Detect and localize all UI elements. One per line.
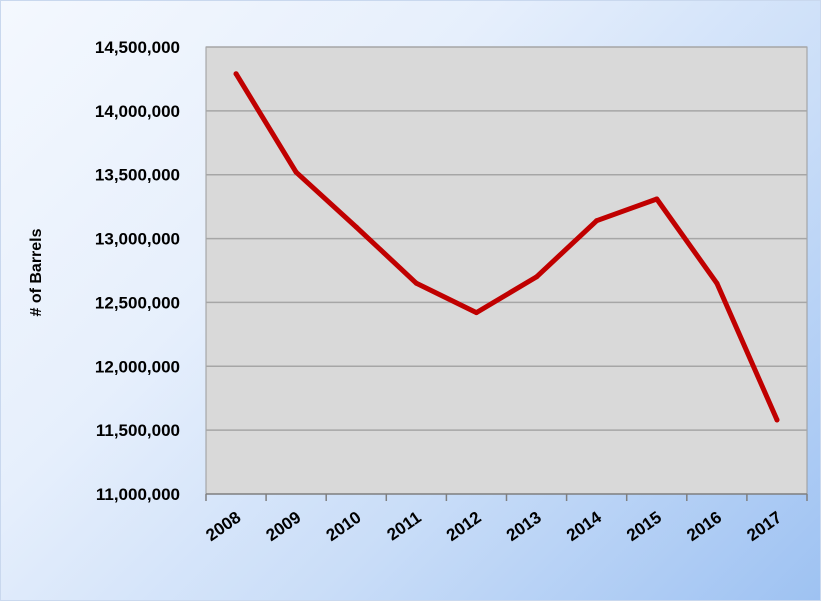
x-tick-label: 2014 (563, 507, 605, 545)
data-point (654, 196, 660, 202)
series-line (233, 71, 780, 423)
y-tick-label: 13,000,000 (95, 230, 180, 249)
y-tick-label: 14,000,000 (95, 102, 180, 121)
data-point (353, 224, 359, 230)
y-axis-tick-labels: 11,000,000 11,500,000 12,000,000 12,500,000… (95, 38, 180, 504)
data-point (473, 310, 479, 316)
plot-area (205, 46, 808, 495)
gridlines (206, 46, 807, 431)
x-tick-label: 2009 (263, 508, 305, 545)
x-tick-label: 2008 (202, 508, 244, 545)
y-tick-label: 13,500,000 (95, 166, 180, 185)
y-tick-label: 12,500,000 (95, 293, 180, 312)
x-tick-label: 2011 (384, 508, 425, 545)
x-tick-label: 2015 (623, 508, 665, 545)
x-tick-label: 2013 (503, 508, 545, 545)
data-point (413, 280, 419, 286)
y-tick-label: 11,500,000 (96, 421, 180, 440)
y-axis-title: # of Barrels (28, 228, 45, 316)
data-point (714, 280, 720, 286)
x-axis-tick-labels: 2008 2009 2010 2011 2012 2013 2014 2015 2016 2017 (202, 507, 785, 545)
data-point (594, 218, 600, 224)
data-point (534, 274, 540, 280)
x-tick-label: 2016 (683, 508, 725, 545)
x-tick-label: 2012 (443, 508, 485, 545)
data-point (293, 169, 299, 175)
data-point (233, 71, 239, 77)
data-point (774, 417, 780, 423)
y-tick-label: 11,000,000 (96, 485, 180, 504)
x-axis (205, 493, 808, 501)
series-layer (233, 71, 780, 423)
y-tick-label: 14,500,000 (95, 38, 180, 57)
x-tick-label: 2017 (743, 508, 785, 545)
x-tick-label: 2010 (323, 508, 365, 545)
y-tick-label: 12,000,000 (95, 357, 180, 376)
